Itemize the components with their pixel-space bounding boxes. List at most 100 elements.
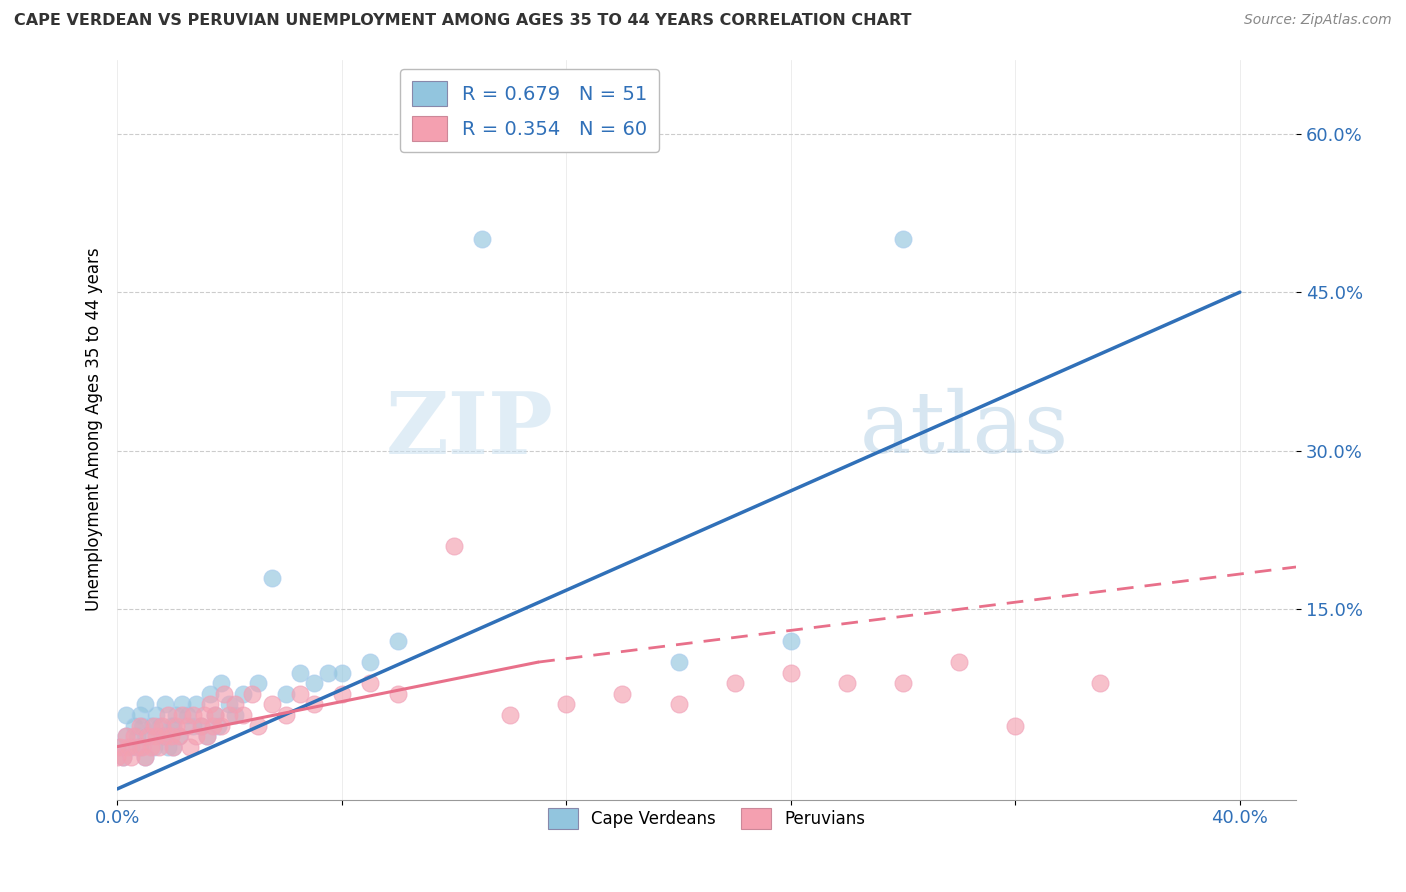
Point	[240, 687, 263, 701]
Point	[668, 698, 690, 712]
Point	[891, 232, 914, 246]
Point	[139, 718, 162, 732]
Point	[218, 708, 240, 723]
Point	[150, 718, 173, 732]
Point	[443, 539, 465, 553]
Point	[359, 655, 381, 669]
Point	[134, 750, 156, 764]
Point	[302, 698, 325, 712]
Point	[207, 718, 229, 732]
Point	[201, 718, 224, 732]
Point	[153, 698, 176, 712]
Point	[1088, 676, 1111, 690]
Point	[150, 729, 173, 743]
Point	[1004, 718, 1026, 732]
Point	[162, 718, 184, 732]
Point	[288, 665, 311, 680]
Point	[232, 708, 254, 723]
Point	[330, 687, 353, 701]
Point	[156, 739, 179, 754]
Legend: Cape Verdeans, Peruvians: Cape Verdeans, Peruvians	[541, 801, 872, 836]
Point	[359, 676, 381, 690]
Text: atlas: atlas	[860, 388, 1069, 471]
Point	[209, 676, 232, 690]
Point	[125, 739, 148, 754]
Point	[167, 729, 190, 743]
Point	[156, 708, 179, 723]
Point	[120, 750, 142, 764]
Point	[105, 750, 128, 764]
Point	[145, 729, 167, 743]
Point	[170, 708, 193, 723]
Point	[181, 718, 204, 732]
Point	[134, 729, 156, 743]
Point	[612, 687, 634, 701]
Point	[179, 739, 201, 754]
Point	[232, 687, 254, 701]
Point	[170, 698, 193, 712]
Point	[134, 698, 156, 712]
Point	[111, 750, 134, 764]
Point	[779, 634, 801, 648]
Point	[142, 739, 165, 754]
Point	[184, 729, 207, 743]
Point	[111, 750, 134, 764]
Point	[387, 687, 409, 701]
Point	[212, 687, 235, 701]
Point	[134, 750, 156, 764]
Text: ZIP: ZIP	[385, 387, 554, 472]
Point	[193, 708, 215, 723]
Point	[153, 729, 176, 743]
Point	[209, 718, 232, 732]
Point	[471, 232, 494, 246]
Point	[555, 698, 578, 712]
Y-axis label: Unemployment Among Ages 35 to 44 years: Unemployment Among Ages 35 to 44 years	[86, 248, 103, 611]
Point	[176, 708, 198, 723]
Point	[302, 676, 325, 690]
Point	[145, 708, 167, 723]
Point	[274, 708, 297, 723]
Point	[165, 708, 187, 723]
Point	[128, 739, 150, 754]
Point	[165, 718, 187, 732]
Point	[128, 708, 150, 723]
Point	[159, 729, 181, 743]
Point	[499, 708, 522, 723]
Point	[128, 718, 150, 732]
Point	[195, 729, 218, 743]
Point	[260, 698, 283, 712]
Point	[162, 739, 184, 754]
Point	[125, 729, 148, 743]
Point	[131, 739, 153, 754]
Point	[274, 687, 297, 701]
Text: CAPE VERDEAN VS PERUVIAN UNEMPLOYMENT AMONG AGES 35 TO 44 YEARS CORRELATION CHAR: CAPE VERDEAN VS PERUVIAN UNEMPLOYMENT AM…	[14, 13, 911, 29]
Point	[668, 655, 690, 669]
Point	[120, 739, 142, 754]
Point	[724, 676, 747, 690]
Point	[105, 739, 128, 754]
Point	[246, 676, 269, 690]
Point	[184, 698, 207, 712]
Point	[148, 718, 170, 732]
Point	[948, 655, 970, 669]
Point	[218, 698, 240, 712]
Point	[139, 739, 162, 754]
Point	[198, 698, 221, 712]
Point	[122, 718, 145, 732]
Point	[224, 698, 246, 712]
Point	[159, 718, 181, 732]
Point	[260, 570, 283, 584]
Point	[148, 739, 170, 754]
Point	[195, 729, 218, 743]
Point	[288, 687, 311, 701]
Text: Source: ZipAtlas.com: Source: ZipAtlas.com	[1244, 13, 1392, 28]
Point	[224, 708, 246, 723]
Point	[198, 687, 221, 701]
Point	[835, 676, 858, 690]
Point	[131, 718, 153, 732]
Point	[162, 739, 184, 754]
Point	[117, 739, 139, 754]
Point	[142, 718, 165, 732]
Point	[204, 708, 226, 723]
Point	[136, 729, 159, 743]
